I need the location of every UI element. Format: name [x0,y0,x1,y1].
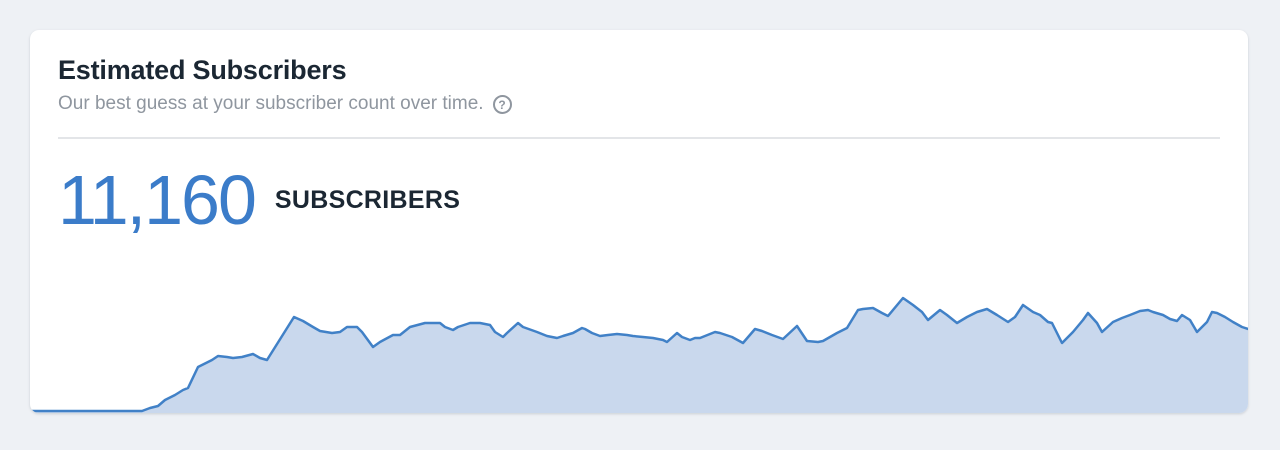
subscribers-area-chart[interactable] [30,278,1248,413]
card-subtitle-row: Our best guess at your subscriber count … [58,92,1220,117]
card-subtitle: Our best guess at your subscriber count … [58,93,484,115]
divider [58,137,1220,140]
estimated-subscribers-card: Estimated Subscribers Our best guess at … [30,30,1248,413]
stat-row: 11,160 SUBSCRIBERS [30,165,1248,235]
card-title: Estimated Subscribers [58,55,347,85]
chart-area-line [30,296,1248,413]
subscriber-count-value: 11,160 [58,161,257,240]
card-header: Estimated Subscribers Our best guess at … [30,30,1248,117]
help-circle-icon[interactable]: ? [492,95,512,115]
subscriber-count-label: SUBSCRIBERS [274,185,461,214]
chart-area-fill [30,298,1248,413]
